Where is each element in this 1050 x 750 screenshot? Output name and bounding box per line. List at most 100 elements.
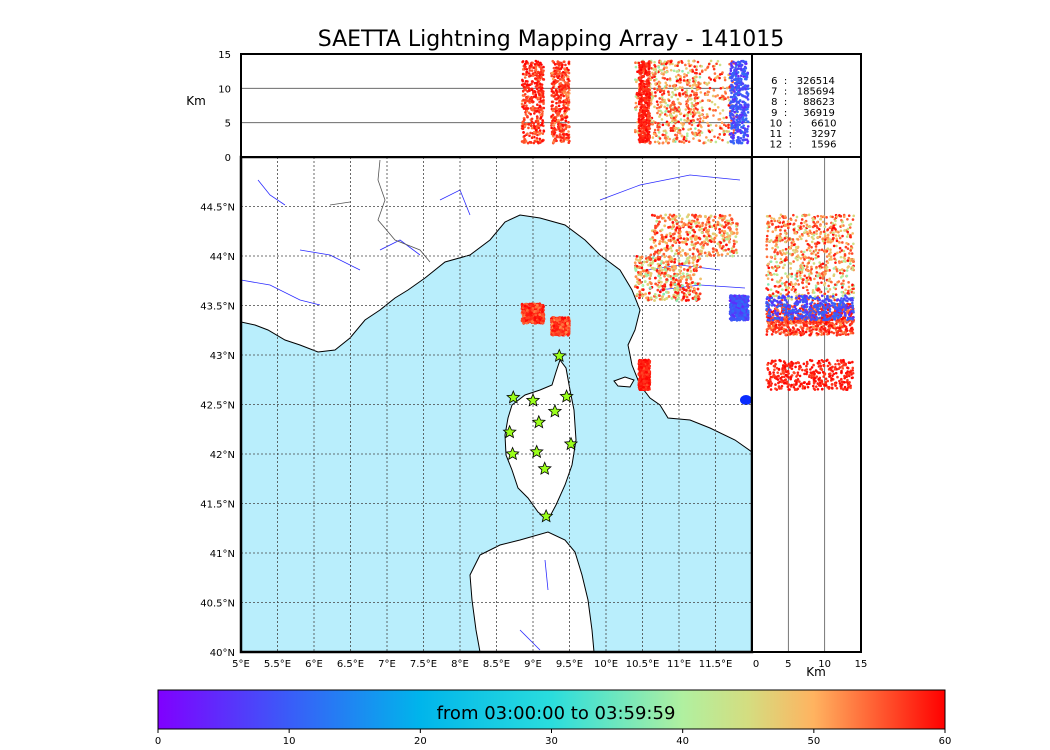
lightning-point-altitude	[538, 132, 541, 136]
lightning-point	[694, 222, 697, 225]
lightning-point-altitude	[696, 118, 700, 121]
lightning-point	[637, 378, 641, 382]
lightning-point	[658, 290, 662, 294]
lightning-point-altitude	[537, 141, 540, 145]
lightning-point	[696, 215, 700, 218]
lightning-point-altitude	[673, 137, 676, 141]
lightning-point	[704, 223, 708, 226]
lightning-point-altitude	[695, 65, 699, 68]
lightning-point-altitude	[552, 132, 556, 136]
lightning-point-altitude	[552, 138, 556, 142]
lightning-point	[742, 298, 746, 302]
lightning-point-altitude	[684, 108, 688, 111]
lightning-point	[731, 309, 735, 313]
x-tick-label: 5°E	[232, 659, 250, 670]
lightning-point	[689, 269, 693, 273]
lightning-point	[722, 217, 726, 220]
lightning-point-altitude	[567, 130, 570, 133]
lightning-point-altitude	[731, 100, 735, 103]
lightning-point-altitude	[523, 124, 527, 128]
lightning-point-altitude	[672, 140, 675, 143]
lightning-point-altitude	[654, 121, 657, 125]
lightning-point-altitude	[533, 62, 537, 66]
lightning-point-altitude	[531, 80, 534, 83]
lightning-point	[555, 327, 559, 331]
lightning-point-altitude	[693, 71, 697, 75]
lightning-point-altitude	[666, 104, 669, 107]
lightning-point-altitude	[689, 119, 693, 123]
lightning-point	[527, 306, 531, 310]
lightning-point-altitude	[665, 114, 669, 117]
lightning-point-altitude	[531, 61, 534, 65]
lightning-point-altitude	[561, 123, 564, 127]
lightning-point	[715, 249, 718, 252]
lightning-point	[687, 213, 690, 217]
lightning-point-altitude	[634, 80, 638, 84]
lightning-point-altitude	[678, 86, 682, 89]
lightning-point-altitude	[666, 135, 670, 139]
lightning-point-altitude	[732, 71, 736, 74]
lightning-point-altitude	[741, 138, 745, 142]
lightning-point-altitude	[738, 120, 742, 123]
lightning-point	[674, 215, 678, 218]
lightning-point-altitude	[743, 127, 747, 130]
lightning-point-altitude	[671, 119, 674, 123]
lightning-point	[560, 332, 564, 336]
lightning-point-altitude	[709, 78, 713, 81]
lightning-point-altitude	[690, 101, 694, 105]
lightning-point	[661, 240, 665, 243]
lightning-point	[667, 295, 671, 298]
lightning-point	[542, 319, 545, 323]
lightning-point-altitude	[554, 72, 558, 75]
lightning-point-altitude	[555, 97, 558, 101]
lightning-point	[690, 220, 694, 224]
lightning-point	[639, 362, 643, 366]
lightning-point-altitude	[553, 66, 556, 70]
lightning-point	[649, 253, 653, 257]
lightning-point	[735, 222, 739, 226]
lightning-point-altitude	[529, 112, 532, 116]
lightning-point-altitude	[735, 139, 739, 142]
lightning-point-altitude	[688, 78, 691, 82]
lightning-point-altitude	[746, 140, 750, 143]
lightning-point-altitude	[685, 100, 688, 103]
lightning-point-altitude	[552, 75, 556, 79]
lightning-point-altitude	[737, 93, 741, 97]
lightning-point	[660, 259, 664, 263]
lightning-point-altitude	[562, 139, 565, 143]
lightning-point-altitude	[741, 71, 744, 75]
lightning-point-altitude	[746, 111, 750, 114]
lightning-point	[564, 330, 568, 334]
lightning-point	[735, 314, 739, 318]
lightning-point	[653, 292, 657, 296]
x-tick-label: 9°E	[524, 659, 542, 670]
station-star-marker	[547, 403, 563, 418]
lightning-point-altitude	[538, 78, 542, 82]
lightning-point	[692, 290, 696, 294]
lightning-point	[724, 237, 728, 241]
lightning-point-altitude	[659, 105, 663, 109]
lightning-point-altitude	[673, 118, 677, 122]
lightning-point	[660, 216, 664, 220]
lightning-point-altitude	[537, 63, 541, 67]
lightning-point-altitude	[741, 106, 744, 109]
lightning-point-altitude	[641, 98, 644, 102]
lightning-point-altitude	[733, 90, 736, 93]
lightning-point-altitude	[732, 128, 736, 132]
lightning-point	[730, 249, 734, 253]
lightning-point	[552, 316, 556, 319]
lightning-point	[655, 219, 659, 223]
lightning-point-altitude	[557, 112, 561, 115]
lightning-point	[701, 221, 705, 225]
lightning-point-altitude	[552, 107, 555, 111]
lightning-point	[711, 250, 715, 254]
lightning-point	[654, 244, 658, 248]
lightning-point	[649, 296, 652, 300]
lightning-point-altitude	[734, 131, 737, 135]
lightning-point	[709, 214, 713, 218]
lightning-point-altitude	[521, 78, 524, 82]
lightning-point-altitude	[554, 93, 558, 97]
lightning-point	[732, 239, 736, 243]
lightning-point-altitude	[699, 117, 702, 120]
lightning-point-altitude	[726, 96, 730, 99]
